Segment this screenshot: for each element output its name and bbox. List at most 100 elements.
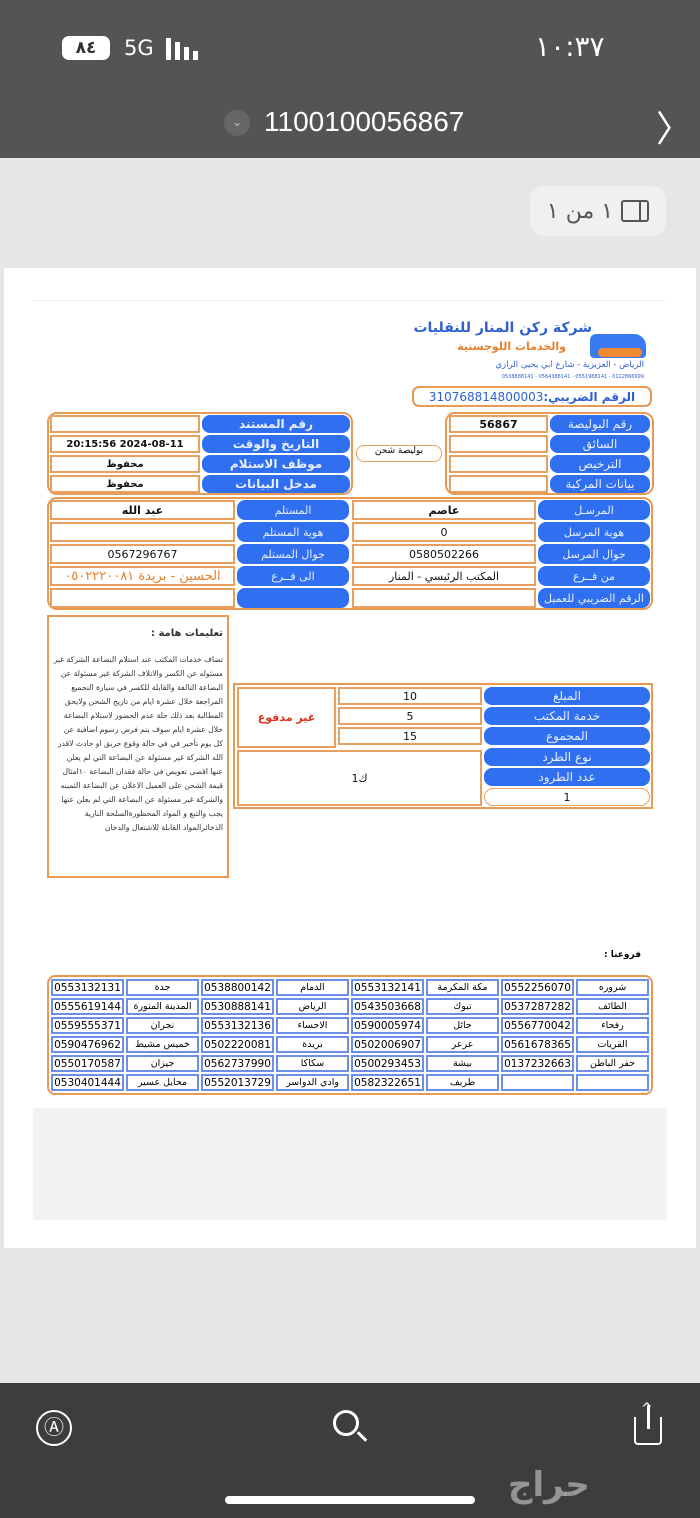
receiver-label: جوال المستلم (237, 544, 349, 564)
receiver-label: المستلم (237, 500, 349, 520)
branch-phone: 0553132141 (351, 979, 424, 996)
branch-city: وادي الدواسر (276, 1074, 349, 1091)
branch-city: الطائف (576, 998, 649, 1015)
branch-phone: 0562737990 (201, 1055, 274, 1072)
watermark-logo: حراج (508, 1465, 590, 1505)
branch-phone: 0553132136 (201, 1017, 274, 1034)
branch-phone: 0561678365 (501, 1036, 574, 1053)
parcel-count: 1 (484, 788, 650, 806)
field-label: مدخل البيانات (202, 475, 350, 493)
sender-value (352, 588, 536, 608)
branch-phone: 0555619144 (51, 998, 124, 1015)
branch-city: المدينة المنورة (126, 998, 199, 1015)
network-type: 5G (124, 36, 154, 60)
field-label: التاريخ والوقت (202, 435, 350, 453)
field-value: 56867 (449, 415, 548, 433)
document-page: شركة ركن المنار للنقليات والخدمات اللوجس… (4, 268, 696, 1248)
sidebar-icon (621, 200, 650, 222)
amount-value: 5 (338, 707, 482, 725)
sender-value: المكتب الرئيسي - المنار (352, 566, 536, 586)
waybill-type: بوليصة شحن (356, 445, 442, 462)
branch-city: سكاكا (276, 1055, 349, 1072)
branch-row: الطائف 0537287282 تبوك 0543503668 الرياض 0530… (51, 998, 649, 1015)
branch-city: شروره (576, 979, 649, 996)
field-label: موظف الاستلام (202, 455, 350, 473)
branch-phone: 0582322651 (351, 1074, 424, 1091)
page-indicator[interactable]: ١ من ١ (530, 186, 666, 236)
branch-city: طريف (426, 1074, 499, 1091)
tax-number-box: الرقم الضريبي: 310768814800003 (412, 386, 652, 407)
field-label: رقم المستند (202, 415, 350, 433)
branch-city: حفر الباطن (576, 1055, 649, 1072)
branch-phone: 0530401444 (51, 1074, 124, 1091)
receiver-value: عبد الله (50, 500, 235, 520)
company-name: شركة ركن المنار للنقليات (413, 320, 592, 336)
branch-city: رفحاء (576, 1017, 649, 1034)
branch-city: محايل عسير (126, 1074, 199, 1091)
branch-phone: 0543503668 (351, 998, 424, 1015)
amount-value: 15 (338, 727, 482, 745)
field-label: السائق (550, 435, 650, 453)
parcel-type-value: ك1 (237, 750, 482, 806)
receiver-value: الحسين - بريدة ٠٥٠٢٢٢٠٠٨١ (50, 566, 235, 586)
company-subtitle: والخدمات اللوجستية (457, 340, 566, 353)
receiver-value (50, 588, 235, 608)
branch-city: بريدة (276, 1036, 349, 1053)
branch-row: القريات 0561678365 عرعر 0502006907 بريدة 0502… (51, 1036, 649, 1053)
field-value: محفوظ (50, 475, 200, 493)
receiver-label: الى فــرع (237, 566, 349, 586)
share-icon[interactable]: ^ (634, 1401, 662, 1445)
sender-value: 0580502266 (352, 544, 536, 564)
battery-indicator: ٨٤ (62, 36, 110, 60)
sender-label: هوية المرسل (538, 522, 650, 542)
branch-city: الدمام (276, 979, 349, 996)
sender-label: الرقم الضريبي للعميل (538, 588, 650, 608)
chevron-down-icon[interactable]: ⌄ (224, 110, 250, 136)
branch-city: خميس مشيط (126, 1036, 199, 1053)
field-value (50, 415, 200, 433)
markup-icon[interactable]: Ⓐ (36, 1410, 72, 1446)
instructions: تعليمات هامة : تضاف خدمات المكتب عند است… (47, 615, 229, 878)
branch-phone (501, 1074, 574, 1091)
parcel-count-label: عدد الطرود (484, 768, 650, 786)
amount-value: 10 (338, 687, 482, 705)
clock: ١٠:٣٧ (535, 30, 605, 63)
branch-city: مكة المكرمة (426, 979, 499, 996)
branch-phone: 0556770042 (501, 1017, 574, 1034)
branch-row: حفر الباطن 0137232663 بيشة 0500293453 سكاكا 0… (51, 1055, 649, 1072)
branch-city: جيزان (126, 1055, 199, 1072)
branch-city: نجران (126, 1017, 199, 1034)
receiver-label: هوية المستلم (237, 522, 349, 542)
field-value (449, 475, 548, 493)
sender-label: جوال المرسل (538, 544, 650, 564)
branch-city: جدة (126, 979, 199, 996)
chevron-right-icon[interactable]: 〉 (656, 109, 693, 150)
top-bar: ٨٤ 5G ١٠:٣٧ ⌄ 1100100056867 〉 (0, 0, 700, 158)
tax-value: 310768814800003 (428, 389, 544, 404)
branch-phone: 0502006907 (351, 1036, 424, 1053)
branch-phone: 0552256070 (501, 979, 574, 996)
instructions-title: تعليمات هامة : (151, 628, 223, 639)
receiver-value (50, 522, 235, 542)
branches-table: شروره 0552256070 مكة المكرمة 0553132141 الدم… (47, 975, 653, 1095)
truck-logo-icon (590, 334, 646, 358)
branch-row: طريف 0582322651 وادي الدواسر 0552013729 محاي… (51, 1074, 649, 1091)
branch-phone: 0550170587 (51, 1055, 124, 1072)
signal-icon (166, 38, 206, 60)
branch-city: بيشة (426, 1055, 499, 1072)
branch-phone: 0552013729 (201, 1074, 274, 1091)
branch-city: الرياض (276, 998, 349, 1015)
branch-phone: 0502220081 (201, 1036, 274, 1053)
sender-label: المرسـل (538, 500, 650, 520)
tax-label: الرقم الضريبي: (543, 389, 636, 404)
search-icon[interactable] (333, 1410, 368, 1442)
company-address: الرياض - العزيزية - شارع ابي يحيى الرازي (495, 360, 644, 370)
amount-label: خدمة المكتب (484, 707, 650, 725)
branch-phone: 0538800142 (201, 979, 274, 996)
branch-city: القريات (576, 1036, 649, 1053)
field-label: رقم البوليصة (550, 415, 650, 433)
branch-phone: 0137232663 (501, 1055, 574, 1072)
field-value (449, 455, 548, 473)
home-indicator[interactable] (225, 1496, 475, 1504)
branch-city: الاحساء (276, 1017, 349, 1034)
